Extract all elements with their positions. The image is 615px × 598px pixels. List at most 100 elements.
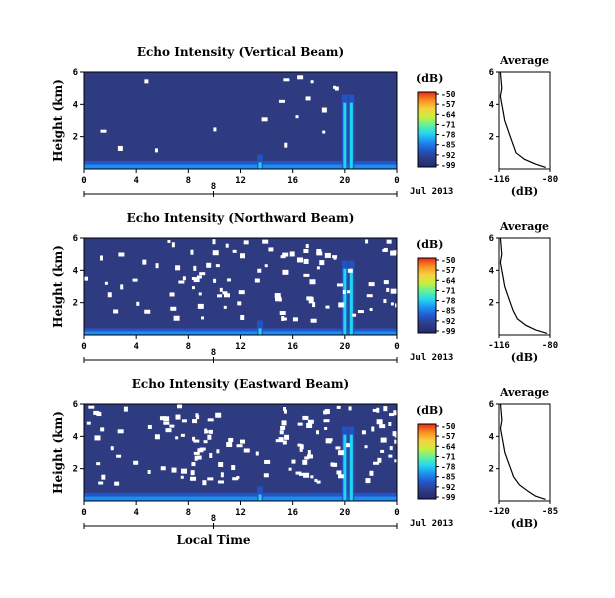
missing-data-cell (389, 446, 393, 451)
missing-data-cell (383, 247, 388, 252)
colorbar-tick-label: -99 (441, 327, 456, 336)
missing-data-cell (194, 455, 198, 461)
missing-data-cell (383, 299, 387, 304)
panel-title: Echo Intensity (Eastward Beam) (132, 377, 349, 391)
profile-frame (498, 403, 551, 502)
missing-data-cell (155, 263, 159, 269)
missing-data-cell (396, 458, 401, 463)
missing-data-cell (193, 265, 197, 271)
missing-data-cell (379, 424, 386, 429)
missing-data-cell (147, 424, 152, 429)
profile-line (499, 71, 546, 168)
echo-column-core (258, 162, 262, 169)
missing-data-cell (382, 248, 386, 252)
missing-data-cell (86, 421, 91, 425)
missing-data-cell (373, 461, 380, 465)
missing-data-cell (240, 439, 246, 444)
surface-echo-core (84, 331, 397, 335)
colorbar-tick-label: -57 (441, 432, 456, 441)
colorbar-unit: (dB) (416, 72, 443, 85)
profile-title: Average (499, 220, 549, 233)
x-tick-label: 0 (81, 176, 86, 186)
profile-y-tick-label: 4 (489, 100, 495, 110)
missing-data-cell (366, 294, 373, 298)
missing-data-cell (243, 448, 250, 453)
missing-data-cell (100, 129, 107, 133)
x-tick-label: 0 (81, 342, 86, 352)
missing-data-cell (369, 308, 373, 312)
missing-data-cell (303, 472, 310, 478)
missing-data-cell (284, 142, 288, 148)
missing-data-cell (220, 472, 224, 478)
missing-data-cell (338, 474, 345, 479)
echo-column (257, 486, 264, 501)
missing-data-cell (181, 468, 188, 474)
missing-data-cell (319, 260, 325, 266)
missing-data-cell (365, 478, 371, 484)
colorbar-tick-label: -57 (441, 266, 456, 275)
missing-data-cell (222, 291, 228, 295)
missing-data-cell (297, 443, 302, 447)
missing-data-cell (307, 419, 314, 424)
missing-data-cell (390, 250, 397, 256)
colorbar-tick-label: -92 (441, 483, 456, 492)
missing-data-cell (296, 257, 303, 263)
x-tick-label: 0 (394, 176, 399, 186)
missing-data-cell (310, 475, 314, 479)
missing-data-cell (377, 457, 382, 463)
x-tick-label: 20 (339, 342, 350, 352)
missing-data-cell (304, 456, 310, 460)
missing-data-cell (190, 470, 195, 476)
missing-data-cell (321, 107, 327, 113)
missing-data-cell (388, 421, 392, 426)
missing-data-cell (281, 316, 285, 322)
missing-data-cell (390, 288, 397, 294)
missing-data-cell (312, 302, 316, 308)
missing-data-cell (98, 481, 104, 485)
missing-data-cell (305, 244, 309, 249)
missing-data-cell (255, 451, 259, 456)
missing-data-cell (345, 443, 350, 448)
missing-data-cell (163, 416, 170, 422)
missing-data-cell (147, 469, 151, 474)
missing-data-cell (238, 290, 245, 295)
echo-column-core (349, 102, 353, 169)
missing-data-cell (171, 242, 175, 248)
echo-column-core (258, 494, 262, 501)
date-label: Jul 2013 (410, 353, 453, 363)
missing-data-cell (393, 250, 399, 255)
profile-y-tick-label: 6 (489, 400, 494, 410)
missing-data-cell (302, 415, 309, 420)
missing-data-cell (207, 434, 212, 440)
missing-data-cell (117, 145, 123, 151)
missing-data-cell (365, 239, 369, 244)
missing-data-cell (288, 467, 292, 471)
missing-data-cell (292, 317, 298, 322)
missing-data-cell (237, 301, 242, 306)
missing-data-cell (336, 405, 341, 409)
profile-frame (498, 237, 551, 336)
missing-data-cell (199, 272, 206, 276)
missing-data-cell (136, 301, 140, 306)
missing-data-cell (132, 278, 138, 282)
missing-data-cell (175, 414, 181, 420)
x-tick-label: 4 (133, 176, 139, 186)
missing-data-cell (240, 314, 245, 320)
panel-title: Echo Intensity (Northward Beam) (127, 211, 355, 225)
missing-data-cell (392, 431, 399, 437)
missing-data-cell (380, 449, 385, 453)
missing-data-cell (306, 454, 313, 459)
average-profile-panel-2: Average 2 4 6 -116 -80 (dB) (488, 220, 558, 364)
missing-data-cell (323, 419, 330, 423)
missing-data-cell (369, 470, 374, 476)
missing-data-cell (169, 424, 175, 428)
missing-data-cell (196, 415, 200, 420)
surface-echo-core (84, 164, 397, 169)
y-axis-label: Height (km) (51, 245, 65, 328)
missing-data-cell (282, 269, 289, 275)
missing-data-cell (217, 294, 223, 298)
missing-data-cell (191, 462, 196, 467)
profile-y-tick-label: 6 (489, 68, 494, 78)
x-tick-label: 0 (81, 508, 86, 518)
missing-data-cell (216, 449, 220, 454)
